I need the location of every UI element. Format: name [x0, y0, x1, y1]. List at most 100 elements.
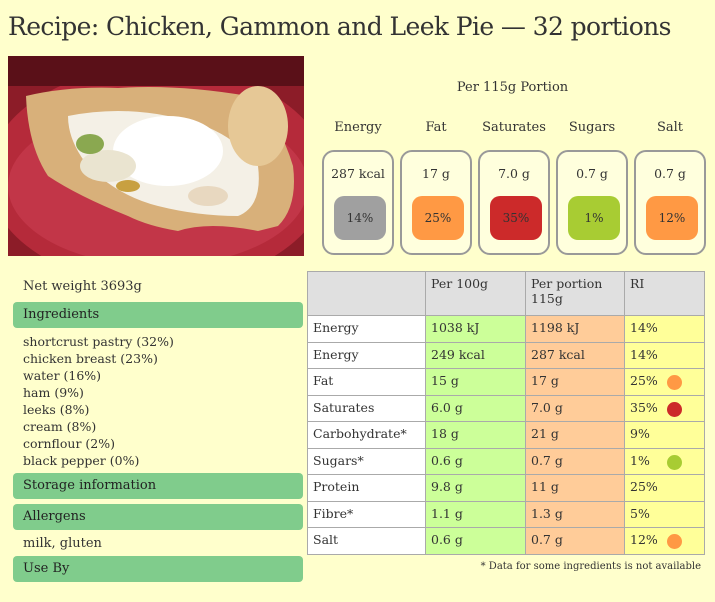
allergens-header[interactable]: Allergens	[13, 504, 303, 530]
ri-value: 14%	[630, 320, 658, 335]
ri-value: 35%	[630, 399, 658, 415]
portion-value: 0.7 g	[525, 447, 625, 475]
fat-value: 17 g	[422, 166, 450, 181]
nutrient-name: Energy	[307, 315, 426, 343]
portion-heading: Per 115g Portion	[456, 80, 569, 95]
nutrient-name: Saturates	[307, 394, 426, 422]
ri-cell: 25%	[624, 474, 705, 502]
footnote: * Data for some ingredients is not avail…	[480, 561, 701, 572]
net-weight: Net weight 3693g	[23, 279, 142, 294]
energy-value: 287 kcal	[331, 166, 385, 181]
sugars-ri-badge: 1%	[568, 196, 620, 240]
portion-value: 11 g	[525, 474, 625, 502]
allergens-text: milk, gluten	[23, 536, 102, 551]
storage-header[interactable]: Storage information	[13, 473, 303, 499]
table-row: Energy 249 kcal 287 kcal 14%	[307, 341, 705, 369]
fat-label: Fat	[425, 120, 447, 135]
nutrient-name: Carbohydrate*	[307, 421, 426, 449]
nutrition-table: Per 100g Per portion 115g RI Energy 1038 …	[307, 271, 705, 555]
nutrient-name: Fibre*	[307, 500, 426, 528]
header-per100: Per 100g	[425, 271, 526, 316]
ingredient-item: water (16%)	[23, 368, 102, 383]
portion-value: 1198 kJ	[525, 315, 625, 343]
nutrient-name: Salt	[307, 527, 426, 555]
fat-card: 17 g 25%	[400, 150, 472, 255]
per100-value: 1.1 g	[425, 500, 526, 528]
nutrient-name: Sugars*	[307, 447, 426, 475]
table-row: Sugars* 0.6 g 0.7 g 1%	[307, 447, 705, 475]
ri-cell: 25%	[624, 368, 705, 396]
ingredients-list: shortcrust pastry (32%) chicken breast (…	[23, 333, 174, 469]
sugars-value: 0.7 g	[576, 166, 608, 181]
ri-value: 14%	[630, 346, 658, 362]
salt-value: 0.7 g	[654, 166, 686, 181]
header-blank	[307, 271, 426, 316]
ri-cell: 1%	[624, 447, 705, 475]
table-row: Protein 9.8 g 11 g 25%	[307, 474, 705, 502]
saturates-ri-badge: 35%	[490, 196, 542, 240]
per100-value: 249 kcal	[425, 341, 526, 369]
ri-value: 1%	[630, 452, 650, 468]
energy-label: Energy	[334, 120, 382, 135]
saturates-card: 7.0 g 35%	[478, 150, 550, 255]
nutrient-name: Fat	[307, 368, 426, 396]
per100-value: 15 g	[425, 368, 526, 396]
table-row: Carbohydrate* 18 g 21 g 9%	[307, 421, 705, 449]
ingredients-header[interactable]: Ingredients	[13, 302, 303, 328]
ingredient-item: cornflour (2%)	[23, 436, 115, 451]
ri-value: 12%	[630, 532, 658, 547]
portion-value: 1.3 g	[525, 500, 625, 528]
ri-value: 25%	[630, 373, 658, 388]
saturates-label: Saturates	[482, 120, 546, 135]
portion-value: 0.7 g	[525, 527, 625, 555]
ri-value: 25%	[630, 479, 658, 494]
ri-cell: 35%	[624, 394, 705, 422]
ri-cell: 9%	[624, 421, 705, 449]
portion-value: 287 kcal	[525, 341, 625, 369]
energy-card: 287 kcal 14%	[322, 150, 394, 255]
salt-ri-badge: 12%	[646, 196, 698, 240]
table-row: Fat 15 g 17 g 25%	[307, 368, 705, 396]
ri-cell: 14%	[624, 341, 705, 369]
ingredient-item: black pepper (0%)	[23, 453, 140, 468]
saturates-value: 7.0 g	[498, 166, 530, 181]
table-row: Saturates 6.0 g 7.0 g 35%	[307, 394, 705, 422]
per100-value: 0.6 g	[425, 447, 526, 475]
table-row: Energy 1038 kJ 1198 kJ 14%	[307, 315, 705, 343]
portion-value: 17 g	[525, 368, 625, 396]
traffic-light-dot	[667, 375, 682, 390]
nutrient-name: Protein	[307, 474, 426, 502]
portion-value: 7.0 g	[525, 394, 625, 422]
ri-value: 5%	[630, 505, 650, 521]
useby-header[interactable]: Use By	[13, 556, 303, 582]
salt-label: Salt	[656, 120, 684, 135]
nutrient-name: Energy	[307, 341, 426, 369]
table-row: Salt 0.6 g 0.7 g 12%	[307, 527, 705, 555]
ingredient-item: chicken breast (23%)	[23, 351, 158, 366]
ingredient-item: ham (9%)	[23, 385, 84, 400]
ingredient-item: cream (8%)	[23, 419, 97, 434]
per100-value: 18 g	[425, 421, 526, 449]
page-title: Recipe: Chicken, Gammon and Leek Pie — 3…	[8, 12, 671, 41]
ri-value: 9%	[630, 426, 650, 441]
table-header-row: Per 100g Per portion 115g RI	[307, 271, 705, 316]
header-per-portion: Per portion 115g	[525, 271, 625, 316]
per100-value: 1038 kJ	[425, 315, 526, 343]
ingredient-item: leeks (8%)	[23, 402, 90, 417]
sugars-label: Sugars	[568, 120, 616, 135]
recipe-photo	[8, 56, 304, 256]
energy-ri-badge: 14%	[334, 196, 386, 240]
ri-cell: 12%	[624, 527, 705, 555]
per100-value: 9.8 g	[425, 474, 526, 502]
portion-value: 21 g	[525, 421, 625, 449]
fat-ri-badge: 25%	[412, 196, 464, 240]
ri-cell: 14%	[624, 315, 705, 343]
ingredient-item: shortcrust pastry (32%)	[23, 334, 174, 349]
traffic-light-dot	[667, 454, 682, 470]
ri-cell: 5%	[624, 500, 705, 528]
traffic-light-dot	[667, 401, 682, 417]
header-ri: RI	[624, 271, 705, 316]
table-row: Fibre* 1.1 g 1.3 g 5%	[307, 500, 705, 528]
salt-card: 0.7 g 12%	[634, 150, 706, 255]
traffic-light-dot	[667, 534, 682, 549]
